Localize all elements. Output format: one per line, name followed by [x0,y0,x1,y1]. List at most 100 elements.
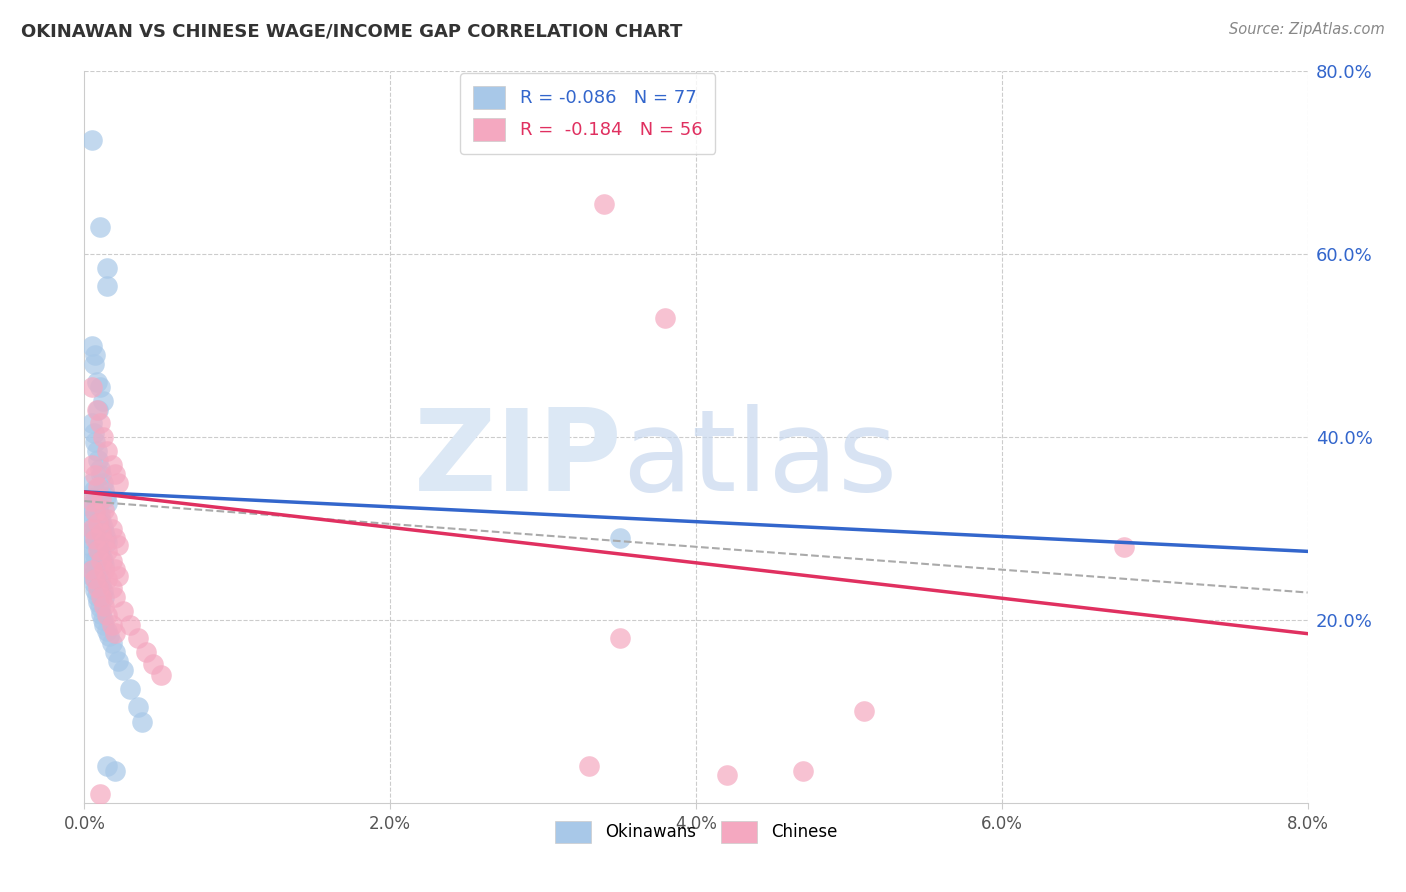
Point [93,483,115,497]
Point [83,425,105,440]
Point [127,632,149,646]
Point [142,657,165,671]
Point [91,393,114,408]
Point [593,197,616,211]
Point [87,594,110,608]
Point [97,629,120,643]
Point [107,569,129,583]
Point [89,219,111,234]
Point [84,468,107,483]
Point [84,490,107,504]
Point [578,759,600,773]
Point [96,260,118,275]
Point [120,681,142,696]
Point [80,569,103,583]
Point [104,531,127,545]
Point [149,667,172,681]
Point [101,521,124,535]
Point [89,417,111,431]
Point [86,375,108,389]
Point [96,544,118,558]
Point [90,468,112,483]
Point [93,590,115,604]
Point [107,654,129,668]
Point [83,483,105,497]
Point [90,590,112,604]
Point [84,553,107,567]
Point [91,430,114,444]
Point [120,617,142,632]
Point [80,475,103,490]
Point [90,578,112,592]
Point [96,512,118,526]
Point [89,600,111,615]
Text: OKINAWAN VS CHINESE WAGE/INCOME GAP CORRELATION CHART: OKINAWAN VS CHINESE WAGE/INCOME GAP CORR… [21,22,682,40]
Point [1114,540,1136,554]
Point [654,311,676,326]
Point [93,558,115,573]
Point [79,563,101,577]
Point [77,499,100,513]
Point [104,590,127,604]
Point [93,563,115,577]
Point [84,505,107,519]
Point [80,540,103,554]
Legend: Okinawans, Chinese: Okinawans, Chinese [548,814,844,849]
Point [609,531,631,545]
Point [89,542,111,557]
Point [104,645,127,659]
Point [89,787,111,801]
Point [89,462,111,476]
Point [104,764,127,778]
Text: atlas: atlas [623,403,898,515]
Point [609,632,631,646]
Point [91,552,114,566]
Point [96,496,118,510]
Text: ZIP: ZIP [415,403,623,515]
Point [91,613,114,627]
Point [94,490,117,504]
Point [93,599,115,614]
Point [107,475,129,490]
Point [77,556,100,570]
Point [94,531,117,545]
Point [80,563,103,577]
Point [91,519,114,533]
Point [80,494,103,508]
Point [93,503,115,517]
Point [101,617,124,632]
Point [104,625,127,640]
Point [91,583,114,598]
Point [80,521,103,535]
Point [93,617,115,632]
Point [84,434,107,449]
Point [96,759,118,773]
Point [83,546,105,560]
Point [86,560,108,574]
Point [90,514,112,528]
Point [87,453,110,467]
Point [80,133,103,147]
Point [716,768,738,782]
Point [87,402,110,417]
Point [90,607,112,621]
Point [80,380,103,394]
Point [93,525,115,540]
Point [84,572,107,586]
Point [79,533,101,547]
Point [853,705,876,719]
Point [80,458,103,472]
Point [107,538,129,552]
Point [87,543,110,558]
Point [96,535,118,549]
Text: Source: ZipAtlas.com: Source: ZipAtlas.com [1229,22,1385,37]
Point [84,582,107,597]
Point [111,663,134,677]
Point [84,533,107,547]
Point [135,645,157,659]
Point [101,458,124,472]
Point [101,553,124,567]
Point [83,357,105,371]
Point [87,480,110,494]
Point [90,526,112,541]
